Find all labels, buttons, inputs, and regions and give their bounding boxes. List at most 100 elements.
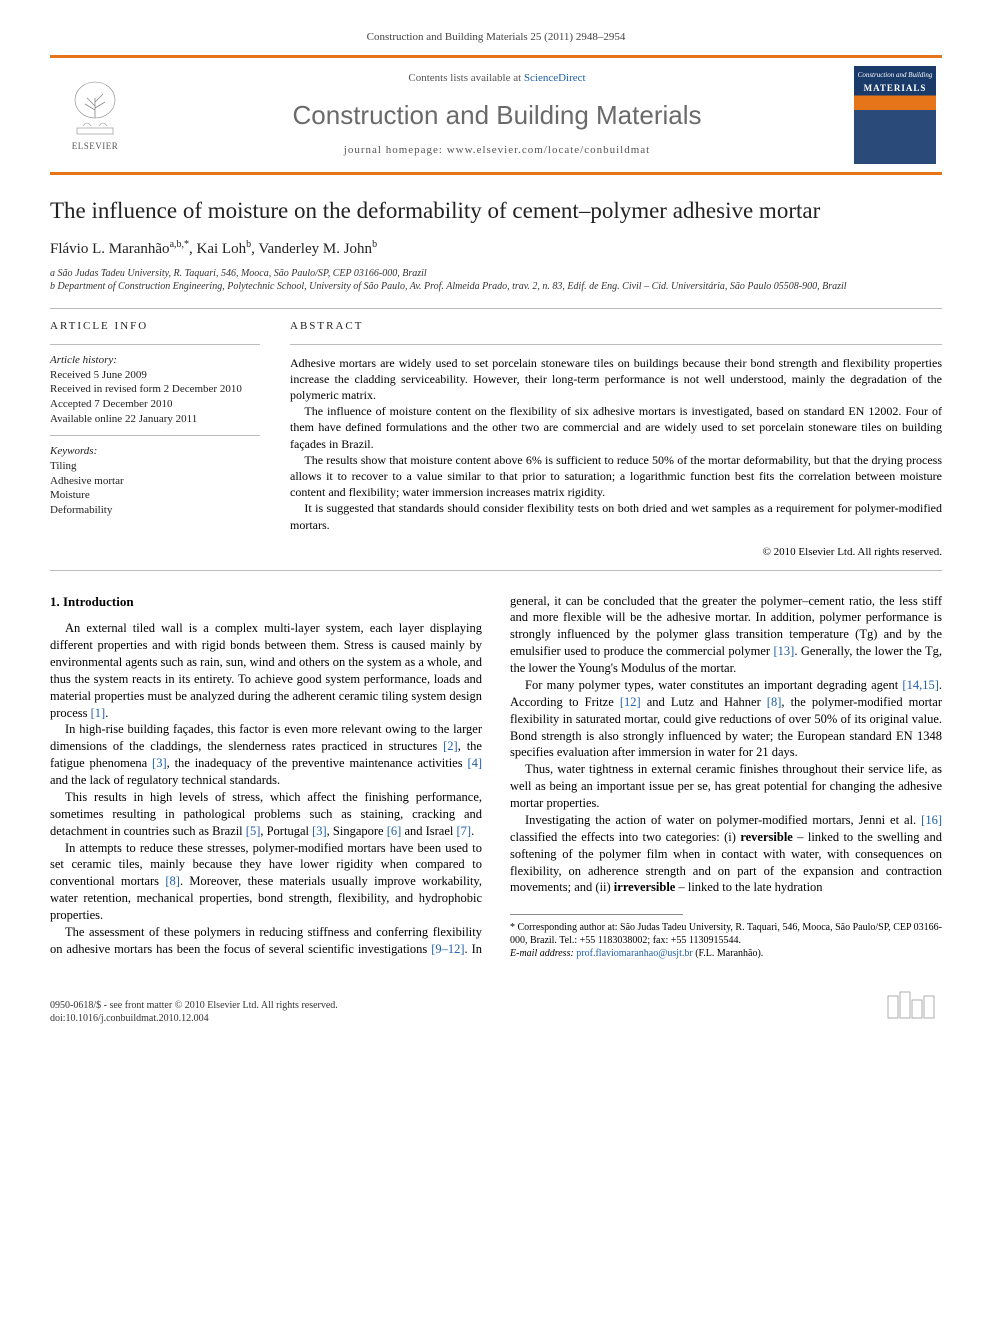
irreversible-term: irreversible [614, 880, 676, 894]
keywords-label: Keywords: [50, 444, 260, 459]
page-footer: 0950-0618/$ - see front matter © 2010 El… [50, 990, 942, 1025]
corresponding-author: * Corresponding author at: São Judas Tad… [510, 921, 942, 947]
body-p8-a: Investigating the action of water on pol… [525, 813, 921, 827]
keyword-4: Deformability [50, 503, 260, 518]
email-link[interactable]: prof.flaviomaranhao@usjt.br [576, 948, 692, 959]
contents-prefix: Contents lists available at [408, 72, 523, 84]
email-line: E-mail address: prof.flaviomaranhao@usjt… [510, 947, 942, 960]
body-p4: In attempts to reduce these stresses, po… [50, 840, 482, 924]
body-p1: An external tiled wall is a complex mult… [50, 620, 482, 721]
abstract-copyright: © 2010 Elsevier Ltd. All rights reserved… [290, 545, 942, 560]
info-rule-2 [50, 435, 260, 436]
cite-6[interactable]: [6] [387, 824, 402, 838]
author-3: , Vanderley M. John [251, 241, 372, 257]
cite-12[interactable]: [12] [620, 695, 641, 709]
footer-copyright: 0950-0618/$ - see front matter © 2010 El… [50, 999, 338, 1012]
journal-header: ELSEVIER Contents lists available at Sci… [50, 55, 942, 175]
homepage-prefix: journal homepage: [344, 144, 447, 156]
body-p2: In high-rise building façades, this fact… [50, 721, 482, 789]
body-p3-b: , Portugal [260, 824, 312, 838]
keyword-2: Adhesive mortar [50, 474, 260, 489]
author-2: , Kai Loh [189, 241, 246, 257]
journal-name: Construction and Building Materials [293, 98, 702, 133]
body-p1-b: . [105, 706, 108, 720]
info-abstract-row: ARTICLE INFO Article history: Received 5… [50, 319, 942, 560]
journal-homepage: journal homepage: www.elsevier.com/locat… [344, 143, 650, 158]
cover-materials-line: MATERIALS [864, 82, 927, 94]
body-p8-b: classified the effects into two categori… [510, 830, 740, 844]
cite-14-15[interactable]: [14,15] [902, 678, 938, 692]
email-suffix: (F.L. Maranhão). [693, 948, 764, 959]
section-1-head: 1. Introduction [50, 593, 482, 611]
info-rule-1 [50, 344, 260, 345]
footnote-separator [510, 914, 683, 915]
body-p3-e: . [471, 824, 474, 838]
body-p2-a: In high-rise building façades, this fact… [50, 722, 482, 753]
body-p3-c: , Singapore [327, 824, 387, 838]
homepage-url[interactable]: www.elsevier.com/locate/conbuildmat [447, 144, 651, 156]
footer-left: 0950-0618/$ - see front matter © 2010 El… [50, 999, 338, 1025]
body-p1-a: An external tiled wall is a complex mult… [50, 621, 482, 719]
cite-4[interactable]: [4] [467, 756, 482, 770]
body-p8: Investigating the action of water on pol… [510, 812, 942, 896]
abstract-rule [290, 344, 942, 345]
body-columns: 1. Introduction An external tiled wall i… [50, 593, 942, 961]
cite-8b[interactable]: [8] [767, 695, 782, 709]
footer-right-logo [882, 990, 942, 1025]
keyword-1: Tiling [50, 459, 260, 474]
body-p3: This results in high levels of stress, w… [50, 789, 482, 840]
footer-doi: doi:10.1016/j.conbuildmat.2010.12.004 [50, 1012, 338, 1025]
cite-16[interactable]: [16] [921, 813, 942, 827]
abstract-p2: The influence of moisture content on the… [290, 403, 942, 452]
journal-info-block: Contents lists available at ScienceDirec… [140, 58, 854, 172]
cite-13[interactable]: [13] [774, 644, 795, 658]
body-p3-d: and Israel [401, 824, 456, 838]
body-p6-c: and Lutz and Hahner [641, 695, 767, 709]
author-1-sup: a,b,* [170, 239, 189, 250]
affiliations: a São Judas Tadeu University, R. Taquari… [50, 267, 942, 294]
cite-9-12[interactable]: [9–12] [431, 942, 464, 956]
footnote-block: * Corresponding author at: São Judas Tad… [510, 914, 942, 960]
history-accepted: Accepted 7 December 2010 [50, 397, 260, 412]
sciencedirect-link[interactable]: ScienceDirect [524, 72, 586, 84]
cite-2[interactable]: [2] [443, 739, 458, 753]
cite-8[interactable]: [8] [165, 874, 180, 888]
publisher-name: ELSEVIER [72, 140, 119, 152]
history-revised: Received in revised form 2 December 2010 [50, 382, 260, 397]
cite-1[interactable]: [1] [91, 706, 106, 720]
affiliation-a: a São Judas Tadeu University, R. Taquari… [50, 267, 942, 281]
cite-3b[interactable]: [3] [312, 824, 327, 838]
history-received: Received 5 June 2009 [50, 368, 260, 383]
history-online: Available online 22 January 2011 [50, 412, 260, 427]
abstract-p4: It is suggested that standards should co… [290, 500, 942, 532]
history-label: Article history: [50, 353, 260, 368]
body-p5-a: The assessment of these polymers in redu… [50, 925, 482, 956]
body-p2-d: and the lack of regulatory technical sta… [50, 773, 280, 787]
contents-line: Contents lists available at ScienceDirec… [408, 71, 585, 86]
rule-bottom [50, 570, 942, 571]
author-3-sup: b [372, 239, 377, 250]
body-p8-d: – linked to the late hydration [675, 880, 822, 894]
abstract: ABSTRACT Adhesive mortars are widely use… [290, 319, 942, 560]
cite-5[interactable]: [5] [246, 824, 261, 838]
paper-title: The influence of moisture on the deforma… [50, 197, 942, 226]
publisher-logo: ELSEVIER [50, 58, 140, 172]
author-1: Flávio L. Maranhão [50, 241, 170, 257]
building-icon [882, 990, 942, 1020]
author-list: Flávio L. Maranhãoa,b,*, Kai Loh b, Vande… [50, 238, 942, 259]
abstract-head: ABSTRACT [290, 319, 942, 334]
abstract-p1: Adhesive mortars are widely used to set … [290, 355, 942, 404]
elsevier-tree-icon [65, 78, 125, 136]
article-info: ARTICLE INFO Article history: Received 5… [50, 319, 260, 560]
rule-top [50, 308, 942, 309]
journal-cover-thumb: Construction and Building MATERIALS [854, 66, 936, 164]
abstract-p3: The results show that moisture content a… [290, 452, 942, 501]
body-p2-c: , the inadequacy of the preventive maint… [167, 756, 468, 770]
affiliation-b: b Department of Construction Engineering… [50, 280, 942, 294]
body-p7: Thus, water tightness in external cerami… [510, 761, 942, 812]
body-p6-a: For many polymer types, water constitute… [525, 678, 902, 692]
cite-3[interactable]: [3] [152, 756, 167, 770]
article-citation: Construction and Building Materials 25 (… [50, 30, 942, 45]
keyword-3: Moisture [50, 488, 260, 503]
cite-7[interactable]: [7] [457, 824, 472, 838]
